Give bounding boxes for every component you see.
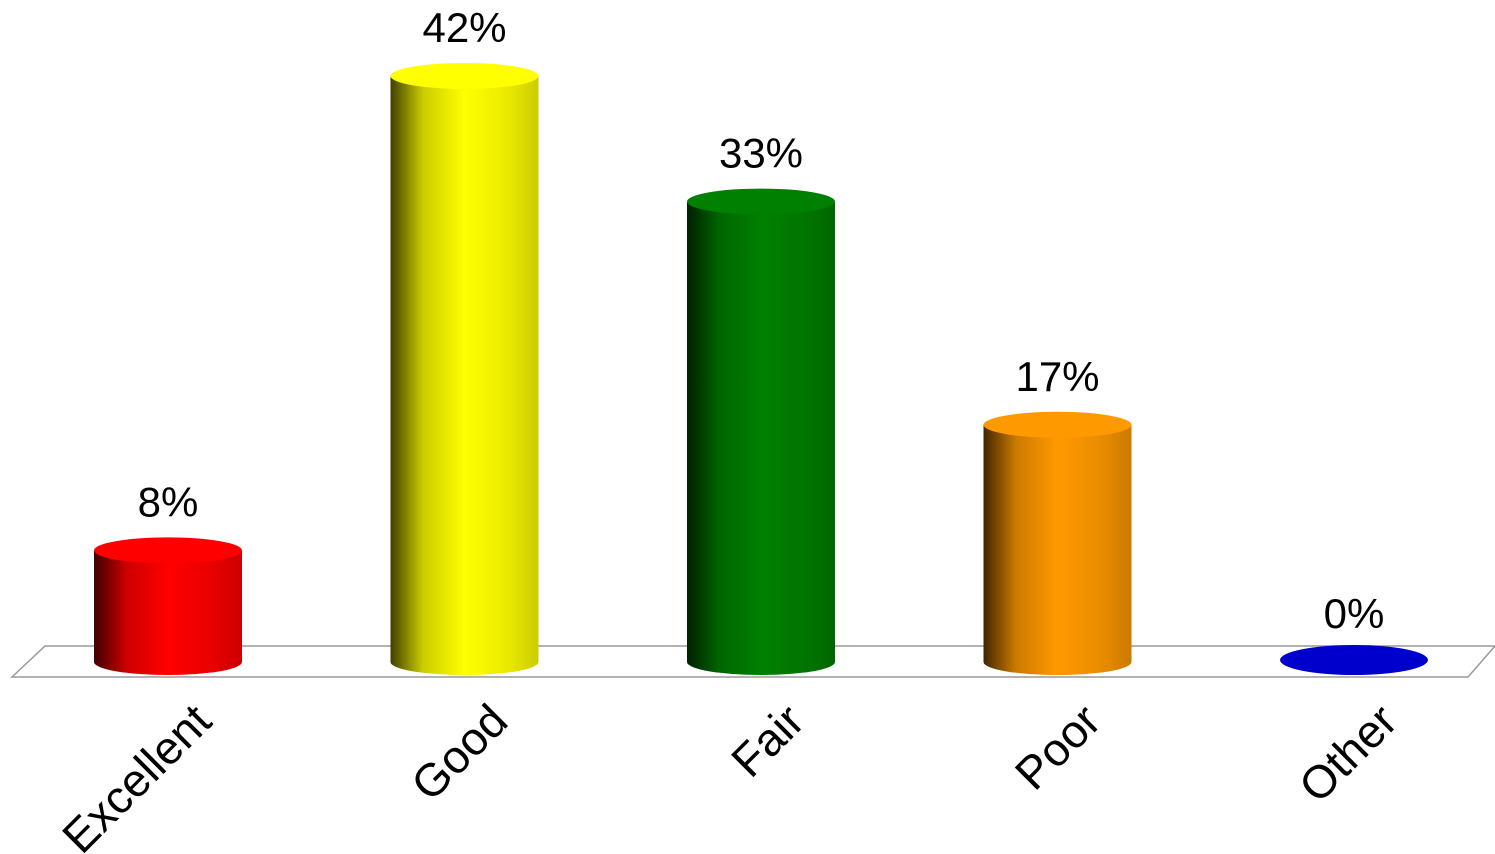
data-label-poor: 17%	[1015, 353, 1099, 400]
bar-body-fair	[687, 201, 835, 676]
category-label-fair: Fair	[721, 694, 814, 787]
category-label-excellent: Excellent	[52, 694, 221, 854]
category-label-poor: Poor	[1005, 694, 1110, 799]
data-label-other: 0%	[1324, 590, 1385, 637]
bar-top-other	[1280, 645, 1428, 675]
bar-top-excellent	[94, 537, 242, 564]
data-label-fair: 33%	[719, 130, 803, 177]
category-label-other: Other	[1289, 694, 1407, 812]
bar-good	[390, 63, 539, 676]
bars-group	[94, 63, 1428, 676]
bar-excellent	[94, 537, 242, 675]
bar-body-good	[390, 76, 539, 676]
data-label-good: 42%	[422, 4, 506, 51]
bar-fair	[687, 188, 835, 676]
bar-top-poor	[983, 411, 1132, 438]
bar-other	[1280, 645, 1428, 675]
data-labels-group: 8% 42% 33% 17% 0%	[138, 4, 1385, 637]
data-label-excellent: 8%	[138, 478, 199, 525]
category-label-good: Good	[401, 694, 517, 810]
bar-body-excellent	[94, 550, 242, 675]
bar-body-poor	[983, 424, 1132, 676]
bar-top-good	[390, 63, 539, 89]
category-labels-group: Excellent Good Fair Poor Other	[52, 694, 1407, 854]
bar-top-fair	[687, 188, 835, 215]
bar-poor	[983, 411, 1132, 676]
